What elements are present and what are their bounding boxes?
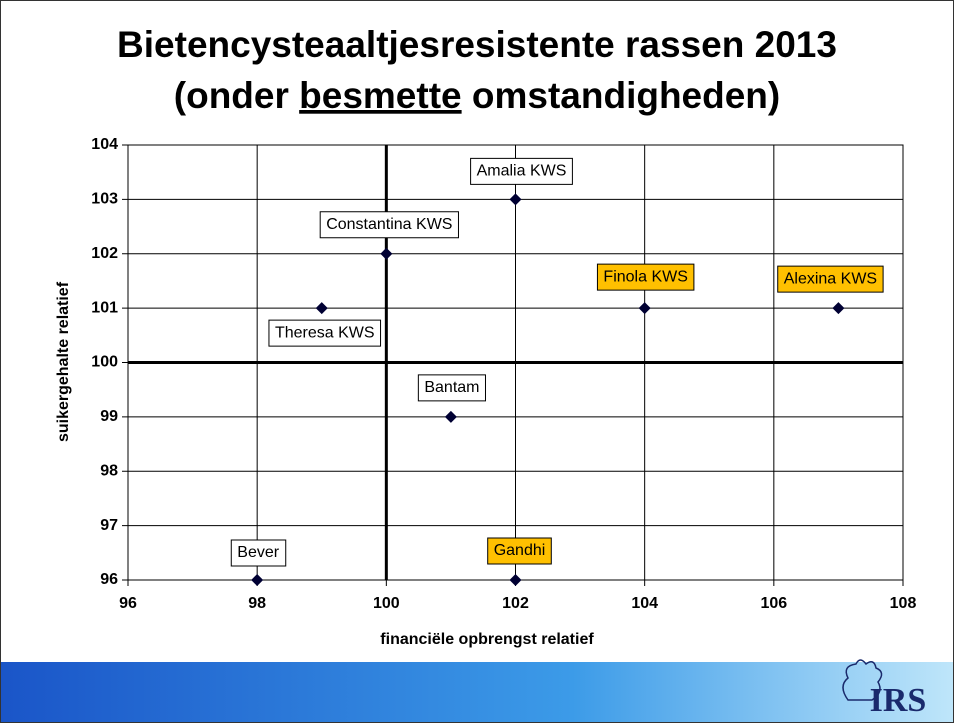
y-tick-label: 102: [91, 245, 118, 262]
x-axis-label: financiële opbrengst relatief: [380, 631, 594, 648]
point-label-box: [319, 211, 459, 239]
y-tick-label: 99: [100, 408, 118, 425]
point-label-box: [268, 319, 382, 347]
chart-title: Bietencysteaaltjesresistente rassen 2013: [117, 24, 837, 65]
point: [444, 410, 457, 423]
x-tick-label: 108: [890, 595, 917, 612]
point-label: Amalia KWS: [477, 163, 567, 180]
point-label-box: [596, 263, 695, 291]
y-tick-label: 103: [91, 191, 118, 208]
point-label: Constantina KWS: [326, 216, 452, 233]
point-label-box: [487, 537, 552, 565]
x-tick-label: 98: [248, 595, 266, 612]
chart-subtitle: (onder besmette omstandigheden): [174, 75, 780, 116]
y-tick-label: 100: [91, 354, 118, 371]
point: [315, 302, 328, 315]
point: [638, 302, 651, 315]
x-tick-label: 100: [373, 595, 400, 612]
point: [509, 193, 522, 206]
y-tick-label: 97: [100, 517, 118, 534]
point: [509, 574, 522, 586]
footer-band: [0, 662, 954, 723]
point: [380, 247, 393, 260]
point-label: Bantam: [424, 379, 479, 396]
point-label: Finola KWS: [603, 268, 687, 285]
point-label: Alexina KWS: [784, 270, 877, 287]
y-tick-label: 98: [100, 462, 118, 479]
y-tick-label: 96: [100, 571, 118, 588]
x-tick-label: 96: [119, 595, 137, 612]
point-label: Theresa KWS: [275, 324, 375, 341]
point-label-box: [417, 374, 486, 402]
subtitle-part: besmette: [299, 75, 461, 116]
point-label-box: [230, 539, 287, 567]
logo: IRS: [842, 659, 927, 719]
subtitle-part: omstandigheden): [472, 75, 780, 116]
point-label: Gandhi: [494, 542, 546, 559]
x-tick-label: 106: [760, 595, 787, 612]
y-tick-label: 104: [91, 136, 118, 153]
x-tick-label: 102: [502, 595, 529, 612]
logo-text: IRS: [870, 682, 927, 719]
point-label-box: [470, 157, 573, 185]
logo-leaf: [842, 659, 883, 701]
y-axis-label: suikergehalte relatief: [55, 281, 72, 442]
point: [832, 302, 845, 315]
x-tick-label: 104: [631, 595, 658, 612]
point: [251, 574, 264, 586]
y-tick-label: 101: [91, 299, 118, 316]
subtitle-part: (onder: [174, 75, 289, 116]
point-label: Bever: [237, 544, 279, 561]
point-label-box: [777, 265, 884, 293]
